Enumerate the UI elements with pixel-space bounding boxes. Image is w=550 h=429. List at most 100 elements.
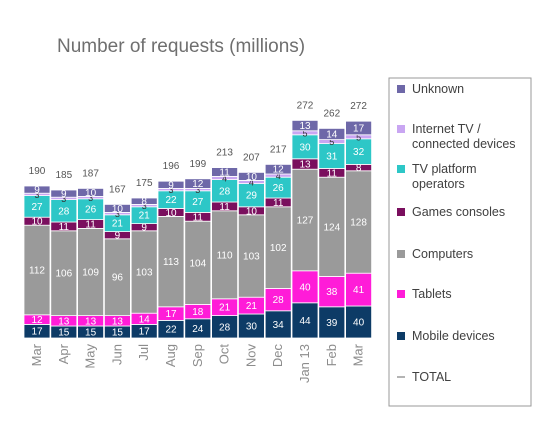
legend-marker xyxy=(397,208,405,216)
bar-segment xyxy=(157,180,185,189)
data-label: 15 xyxy=(85,328,97,339)
data-label: 26 xyxy=(85,205,97,216)
data-label: 104 xyxy=(189,258,206,269)
legend-label: operators xyxy=(412,177,465,191)
data-label: 11 xyxy=(219,168,230,179)
bar-segment xyxy=(237,214,265,298)
legend-marker xyxy=(397,85,405,93)
data-label: 27 xyxy=(31,202,43,213)
data-label: 3 xyxy=(142,201,147,211)
data-label: 5 xyxy=(329,137,334,147)
legend-marker xyxy=(397,332,405,340)
data-label: 12 xyxy=(192,179,204,190)
data-label: 41 xyxy=(353,285,365,296)
bar-stack: 39 38 124 11 31 514 262 xyxy=(318,108,346,339)
total-label: 175 xyxy=(136,178,153,189)
data-label: 21 xyxy=(219,303,231,314)
bar-segment xyxy=(264,310,292,339)
x-tick-label: Dec xyxy=(270,344,285,368)
legend: Unknown Internet TV /connected devices TV … xyxy=(388,77,532,407)
data-label: 10 xyxy=(246,206,258,217)
total-label: 199 xyxy=(189,159,206,170)
data-label: 38 xyxy=(326,287,338,298)
legend-label: Computers xyxy=(412,247,473,261)
data-label: 12 xyxy=(31,315,43,326)
bar-segment xyxy=(318,306,346,339)
bar-segment xyxy=(345,120,373,136)
total-label: 185 xyxy=(55,170,72,181)
data-label: 9 xyxy=(168,180,174,191)
data-label: 5 xyxy=(302,128,307,138)
data-label: 18 xyxy=(192,307,204,318)
data-label: 5 xyxy=(356,132,361,142)
data-label: 11 xyxy=(85,220,96,231)
data-label: 8 xyxy=(141,197,147,208)
data-label: 10 xyxy=(165,208,177,219)
data-label: 21 xyxy=(139,211,151,222)
bars-group: 1712112102739190151310611283918515131091… xyxy=(23,100,373,339)
x-tick-label: Sep xyxy=(190,344,205,367)
x-tick-label: Jan 13 xyxy=(297,344,312,383)
data-label: 13 xyxy=(85,316,97,327)
total-label: 167 xyxy=(109,184,126,195)
data-label: 13 xyxy=(299,160,311,171)
data-label: 22 xyxy=(165,195,177,206)
data-label: 112 xyxy=(29,266,45,277)
data-label: 13 xyxy=(299,121,311,132)
data-label: 3 xyxy=(34,190,39,200)
x-tick-label: Oct xyxy=(217,344,232,365)
data-label: 127 xyxy=(297,216,314,227)
data-label: 22 xyxy=(165,325,177,336)
data-label: 9 xyxy=(115,231,121,242)
bar-segment xyxy=(77,187,104,197)
data-label: 102 xyxy=(270,243,287,254)
total-label: 217 xyxy=(270,144,287,155)
data-label: 13 xyxy=(112,316,124,327)
total-label: 272 xyxy=(297,100,314,111)
bar-segment xyxy=(23,224,51,316)
data-label: 3 xyxy=(88,193,93,203)
data-label: 29 xyxy=(246,191,258,202)
legend-marker xyxy=(397,290,405,298)
legend-box xyxy=(388,77,532,407)
data-label: 28 xyxy=(219,186,231,197)
data-label: 8 xyxy=(356,163,362,174)
bar-segment xyxy=(130,197,158,205)
bar-segment xyxy=(50,230,78,317)
data-label: 96 xyxy=(112,273,124,284)
data-label: 103 xyxy=(136,268,153,279)
legend-label: Games consoles xyxy=(412,205,505,219)
data-label: 13 xyxy=(58,316,70,327)
bar-segment xyxy=(50,189,78,198)
legend-label: Tablets xyxy=(412,287,452,301)
data-label: 26 xyxy=(273,183,285,194)
x-tick-label: May xyxy=(83,344,98,369)
legend-label: TOTAL xyxy=(412,370,451,384)
total-label: 272 xyxy=(350,101,367,112)
bar-segment xyxy=(345,272,373,307)
data-label: 40 xyxy=(299,282,311,293)
bar-segment xyxy=(345,305,373,339)
data-label: 3 xyxy=(115,209,120,219)
bar-stack: 40 41 128 8 32 517 272 xyxy=(345,101,373,339)
data-label: 17 xyxy=(31,327,43,338)
data-label: 4 xyxy=(249,178,254,188)
data-label: 4 xyxy=(276,171,281,181)
bar-segment xyxy=(23,185,51,194)
data-label: 109 xyxy=(82,268,99,279)
bar-segment xyxy=(130,230,158,314)
data-label: 21 xyxy=(112,219,124,230)
data-label: 15 xyxy=(112,328,124,339)
data-label: 103 xyxy=(243,252,260,263)
bar-segment xyxy=(291,120,319,132)
x-tick-label: Mar xyxy=(351,343,366,366)
x-tick-label: Jul xyxy=(136,344,151,361)
chart-title: Number of requests (millions) xyxy=(57,36,305,57)
